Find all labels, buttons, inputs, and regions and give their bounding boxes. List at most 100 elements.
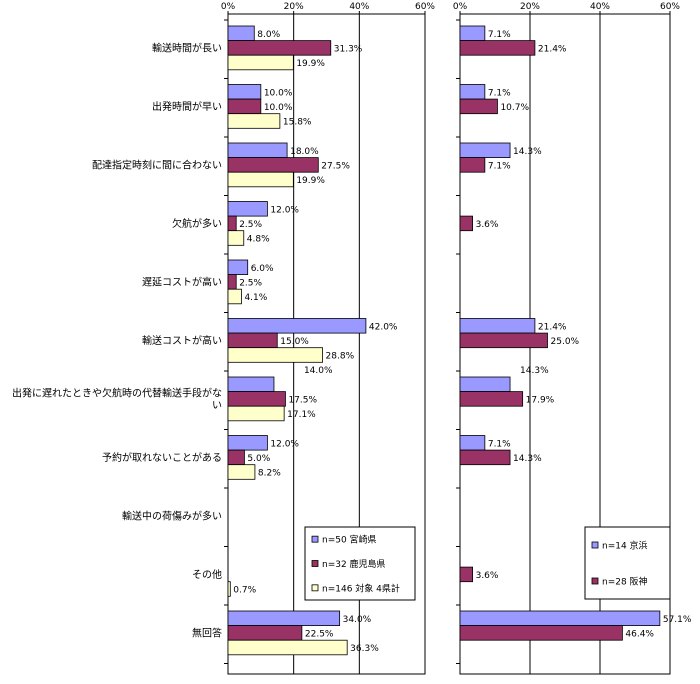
bar-1-2-11 [227, 625, 303, 641]
bar-2-2-2 [459, 98, 498, 115]
bar-1-3-11 [227, 639, 348, 656]
bar-1-3-6 [227, 347, 323, 363]
x-tick-label: 40% [349, 2, 369, 12]
data-label: 5.0% [247, 454, 270, 464]
bar-2-2-6 [459, 332, 548, 349]
bar-1-2-1 [227, 40, 332, 56]
bar-1-1-8 [227, 435, 268, 451]
data-label: 7.1% [488, 439, 511, 449]
category-label: 配達指定時刻に間に合わない [92, 158, 222, 171]
legend-swatch [311, 560, 319, 567]
bar-2-2-11 [459, 625, 623, 641]
data-label: 19.9% [296, 59, 325, 69]
data-label: 4.1% [244, 293, 267, 303]
data-label: 34.0% [343, 615, 372, 625]
x-tick-label: 20% [520, 2, 540, 12]
data-label: 0.7% [233, 586, 256, 596]
data-label: 3.6% [476, 220, 499, 230]
data-label: 14.0% [304, 366, 333, 376]
bar-1-3-2 [227, 113, 281, 129]
category-label: 無回答 [192, 626, 222, 639]
bar-1-1-4 [227, 201, 268, 217]
data-label: 18.0% [290, 147, 319, 157]
legend-box [304, 526, 416, 601]
data-label: 42.0% [369, 322, 398, 332]
data-label: 22.5% [305, 629, 334, 639]
data-label: 7.1% [488, 30, 511, 40]
bar-1-2-5 [227, 274, 237, 290]
data-label: 17.1% [287, 410, 316, 420]
data-label: 19.9% [296, 176, 325, 186]
bar-1-2-7 [227, 391, 286, 407]
data-label: 36.3% [350, 644, 379, 654]
bar-2-1-1 [459, 25, 486, 42]
bar-1-1-5 [227, 259, 249, 276]
data-label: 14.3% [520, 366, 549, 376]
data-label: 2.5% [239, 220, 262, 230]
bar-1-2-8 [227, 449, 245, 466]
bar-2-2-7 [459, 391, 524, 407]
data-label: 8.2% [258, 469, 281, 479]
legend-entry: n=146 対象 4県計 [322, 582, 400, 594]
category-label: 予約が取れないことがある [102, 451, 222, 464]
data-label: 17.9% [526, 395, 555, 405]
data-label: 3.6% [476, 571, 499, 581]
legend: n=50 宮崎県 n=32 鹿児島県 n=146 対象 4県計 [304, 526, 416, 601]
legend-entry: n=32 鹿児島県 [322, 558, 386, 570]
category-label: 輸送時間が長い [152, 41, 222, 54]
bar-2-2-3 [459, 157, 486, 173]
bar-1-1-7 [227, 376, 275, 393]
chart-panel-2: 0% 20% 40% 60%7.1%21.4%7.1%10.7%14.3%7.1%3.… [453, 2, 692, 675]
data-label: 8.0% [257, 30, 280, 40]
data-label: 2.5% [239, 278, 262, 288]
data-label: 10.0% [264, 103, 293, 113]
data-label: 10.0% [264, 88, 293, 98]
bar-1-3-8 [227, 464, 256, 480]
bar-2-2-10 [459, 566, 474, 583]
bar-2-2-4 [459, 215, 474, 232]
x-tick-label: 60% [415, 2, 435, 12]
bar-1-1-3 [227, 142, 288, 159]
bar-2-1-7 [459, 376, 511, 393]
bar-2-2-8 [459, 449, 511, 466]
bar-2-1-8 [459, 435, 486, 451]
bar-1-3-3 [227, 171, 294, 188]
bar-2-2-1 [459, 40, 536, 56]
data-label: 21.4% [538, 322, 567, 332]
x-tick-label: 60% [660, 2, 680, 12]
bar-1-3-4 [227, 230, 245, 246]
legend-swatch [591, 541, 599, 549]
bar-1-3-5 [227, 288, 242, 305]
legend-swatch [591, 577, 599, 585]
bar-1-1-1 [227, 25, 255, 42]
legend-box [584, 526, 671, 600]
data-label: 28.8% [326, 352, 355, 362]
category-label: 遅延コストが高い [142, 275, 222, 288]
bar-1-2-2 [227, 98, 262, 115]
legend-swatch [311, 535, 319, 543]
data-label: 6.0% [251, 264, 274, 274]
data-label: 17.5% [288, 395, 317, 405]
x-tick-label: 20% [284, 2, 304, 12]
legend-swatch [311, 584, 319, 592]
bar-1-2-4 [227, 215, 237, 232]
data-label: 31.3% [334, 44, 363, 54]
data-label: 4.8% [247, 235, 270, 245]
category-label: 出発時間が早い [152, 100, 222, 113]
bar-2-1-11 [459, 610, 661, 627]
category-label: 輸送中の荷傷みが多い [122, 509, 222, 522]
data-label: 57.1% [663, 615, 692, 625]
data-label: 12.0% [270, 205, 299, 215]
category-label: その他 [192, 568, 222, 581]
data-label: 25.0% [551, 337, 580, 347]
data-label: 15.8% [283, 118, 312, 128]
data-label: 7.1% [488, 161, 511, 171]
x-tick-label: 0% [221, 2, 236, 12]
bar-2-1-2 [459, 84, 486, 100]
bar-1-3-7 [227, 405, 285, 422]
bar-1-1-11 [227, 610, 341, 627]
data-label: 27.5% [321, 161, 350, 171]
data-label: 15.0% [280, 337, 309, 347]
bar-1-3-1 [227, 54, 294, 71]
